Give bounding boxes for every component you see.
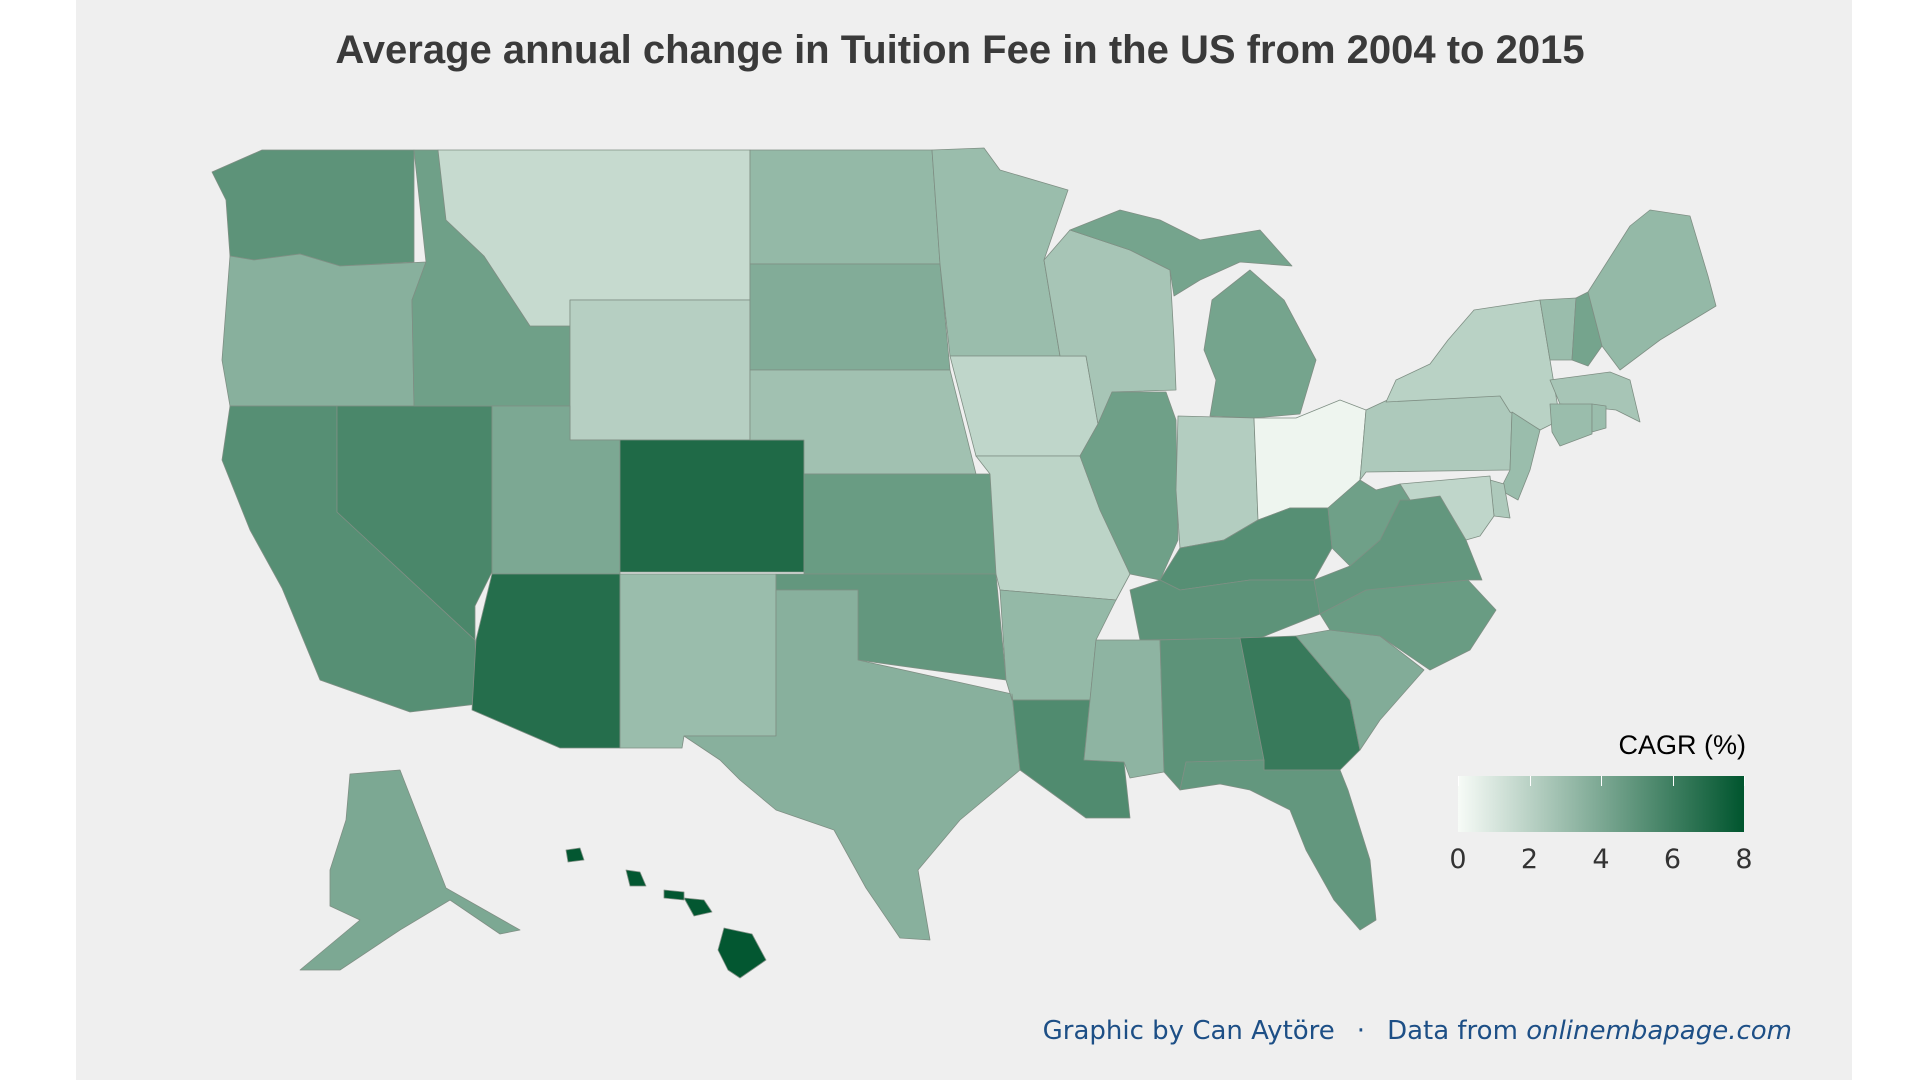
state-NH[interactable] [1571,291,1603,367]
footer-credit-line: Graphic by Can Aytöre · Data from onlinemb… [1043,1016,1792,1046]
footer-separator: · [1356,1016,1366,1046]
footer-source-link[interactable]: onlinembapage.com [1526,1016,1792,1046]
state-RI[interactable] [1591,403,1607,433]
legend-tick-mark [1672,776,1674,786]
state-AK[interactable] [299,769,521,971]
legend-tick-label: 8 [1735,844,1753,875]
state-HI-maui[interactable] [683,897,713,917]
state-CT[interactable] [1549,403,1593,447]
state-NJ[interactable] [1499,411,1541,501]
state-HI-kauai[interactable] [565,847,585,863]
state-HI-oahu[interactable] [625,869,647,887]
footer-credit: Graphic by Can Aytöre [1042,1016,1335,1046]
state-MIUP[interactable] [1069,209,1293,297]
footer-source-prefix: Data from [1387,1016,1518,1046]
state-PA[interactable] [1359,395,1513,481]
state-ND[interactable] [749,149,941,265]
map-title: Average annual change in Tuition Fee in … [335,28,1585,72]
legend-tick-label: 0 [1449,844,1467,875]
legend-tick-label: 4 [1592,844,1610,875]
legend-title: CAGR (%) [1618,730,1747,760]
state-ME[interactable] [1587,209,1717,371]
state-SD[interactable] [749,263,951,371]
state-HI-molokai[interactable] [663,889,685,901]
legend-tick-mark [1601,776,1602,786]
state-WY[interactable] [569,299,751,441]
state-MD[interactable] [1399,475,1495,541]
state-IL[interactable] [1079,391,1179,581]
state-CO[interactable] [619,439,805,573]
legend-tick-mark [1744,776,1745,786]
legend-tick-label: 2 [1520,844,1539,875]
state-AZ[interactable] [471,573,621,749]
state-MN[interactable] [931,147,1069,357]
legend-tick-mark [1529,776,1531,786]
state-OR[interactable] [221,253,427,407]
state-MS[interactable] [1083,639,1165,779]
state-TX[interactable] [683,589,1021,941]
legend-tick-mark [1458,776,1459,786]
state-NM[interactable] [619,573,777,749]
state-IA[interactable] [949,355,1099,457]
state-WV[interactable] [1327,479,1411,567]
state-WA[interactable] [211,149,415,267]
state-FL[interactable] [1179,759,1377,931]
legend-tick-label: 6 [1663,844,1682,875]
state-KS[interactable] [803,473,997,575]
state-HI-big[interactable] [717,927,767,979]
state-MI[interactable] [1203,269,1317,419]
